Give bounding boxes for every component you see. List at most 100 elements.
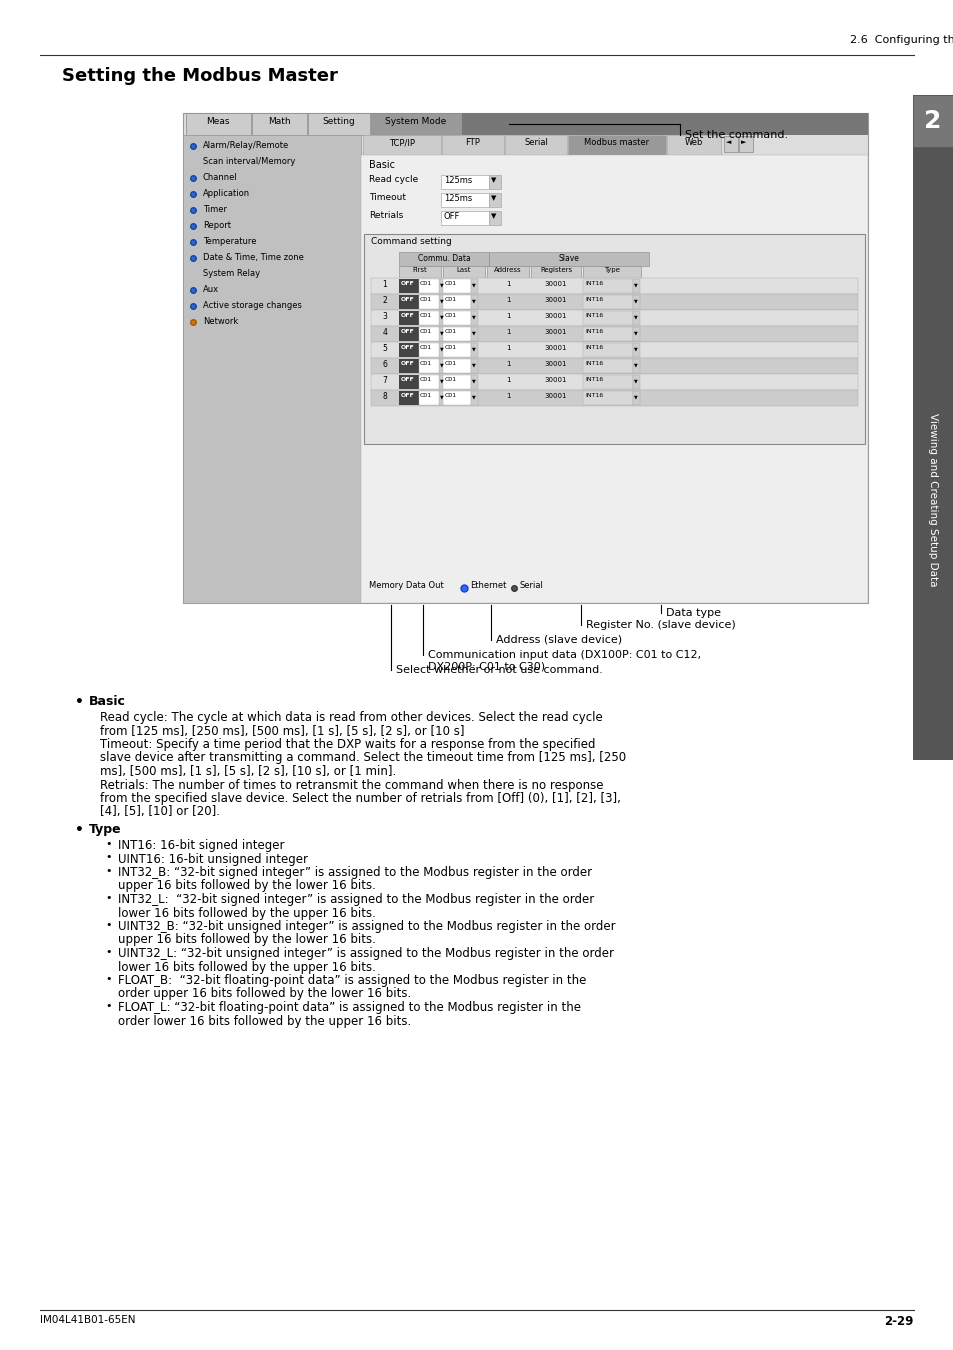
Text: Timer: Timer (203, 205, 227, 215)
Text: 4: 4 (382, 328, 387, 338)
Bar (438, 327, 446, 342)
Text: ▼: ▼ (439, 329, 443, 335)
Bar (471, 375, 477, 389)
Text: FTP: FTP (465, 138, 480, 147)
Bar (371, 374, 857, 390)
Text: INT16: INT16 (584, 346, 602, 350)
Text: Read cycle: Read cycle (369, 176, 417, 184)
Bar (398, 327, 418, 342)
Text: Select whether or not use command.: Select whether or not use command. (395, 666, 602, 675)
Text: •: • (105, 838, 112, 849)
Text: ▼: ▼ (491, 177, 496, 184)
Text: Timeout: Specify a time period that the DXP waits for a response from the specif: Timeout: Specify a time period that the … (100, 738, 595, 751)
Bar (912, 95, 953, 147)
Text: ▼: ▼ (472, 362, 476, 367)
Text: INT16: INT16 (584, 393, 602, 398)
Text: from the specified slave device. Select the number of retrials from [Off] (0), [: from the specified slave device. Select … (100, 792, 620, 805)
Bar (418, 359, 440, 373)
Bar (582, 359, 633, 373)
Bar (666, 135, 720, 155)
Text: Retrials: The number of times to retransmit the command when there is no respons: Retrials: The number of times to retrans… (100, 779, 603, 791)
Text: INT32_B: “32-bit signed integer” is assigned to the Modbus register in the order: INT32_B: “32-bit signed integer” is assi… (118, 865, 592, 879)
Text: •: • (105, 946, 112, 957)
Bar (398, 266, 440, 278)
Text: 30001: 30001 (544, 329, 567, 335)
Bar (442, 392, 471, 405)
Bar (440, 193, 489, 207)
Text: ▼: ▼ (472, 378, 476, 383)
Text: 6: 6 (382, 360, 387, 369)
Text: ▼: ▼ (634, 315, 638, 319)
Text: OFF: OFF (400, 281, 415, 286)
Text: INT16: INT16 (584, 313, 602, 319)
Bar (442, 279, 471, 293)
Text: 30001: 30001 (544, 313, 567, 319)
Text: Commu. Data: Commu. Data (417, 254, 470, 263)
Text: ▼: ▼ (439, 282, 443, 288)
Bar (912, 95, 953, 760)
Bar (633, 310, 639, 325)
Text: C01: C01 (419, 329, 432, 333)
Text: 125ms: 125ms (443, 176, 472, 185)
Bar (363, 135, 440, 155)
Text: Registers: Registers (539, 267, 572, 273)
Bar (418, 296, 440, 309)
Text: Report: Report (203, 221, 231, 230)
Text: C01: C01 (444, 313, 456, 319)
Bar (252, 113, 307, 135)
Text: •: • (105, 919, 112, 930)
Text: 1: 1 (505, 377, 510, 383)
Bar (442, 343, 471, 356)
Text: Ethernet: Ethernet (470, 580, 506, 590)
Text: ▼: ▼ (634, 346, 638, 351)
Text: 30001: 30001 (544, 393, 567, 400)
Bar (489, 193, 500, 207)
Text: ◄: ◄ (725, 139, 731, 144)
Text: 30001: 30001 (544, 281, 567, 288)
Text: OFF: OFF (400, 346, 415, 350)
Bar (442, 327, 471, 342)
Text: ▼: ▼ (634, 362, 638, 367)
Text: 30001: 30001 (544, 297, 567, 302)
Text: C01: C01 (444, 360, 456, 366)
Text: Serial: Serial (519, 580, 543, 590)
Bar (438, 279, 446, 293)
Text: INT16: INT16 (584, 360, 602, 366)
Text: UINT32_L: “32-bit unsigned integer” is assigned to the Modbus register in the or: UINT32_L: “32-bit unsigned integer” is a… (118, 946, 614, 960)
Bar (633, 279, 639, 293)
Bar (438, 392, 446, 405)
Bar (418, 310, 440, 325)
Text: Web: Web (684, 138, 702, 147)
Text: ▼: ▼ (634, 378, 638, 383)
Text: upper 16 bits followed by the lower 16 bits.: upper 16 bits followed by the lower 16 b… (118, 879, 375, 892)
Text: Viewing and Creating Setup Data: Viewing and Creating Setup Data (927, 413, 937, 587)
Bar (371, 113, 460, 135)
Text: ▼: ▼ (472, 282, 476, 288)
Text: C01: C01 (444, 346, 456, 350)
Bar (418, 343, 440, 356)
Bar (471, 392, 477, 405)
Bar (471, 343, 477, 356)
Bar (633, 375, 639, 389)
Bar (633, 359, 639, 373)
Text: C01: C01 (419, 360, 432, 366)
Bar (398, 359, 418, 373)
Bar (582, 296, 633, 309)
Text: ▼: ▼ (634, 394, 638, 400)
Bar (633, 343, 639, 356)
Text: Setting the Modbus Master: Setting the Modbus Master (62, 68, 337, 85)
Text: ▼: ▼ (439, 315, 443, 319)
Text: INT16: INT16 (584, 281, 602, 286)
Text: Basic: Basic (89, 695, 126, 707)
Text: ▼: ▼ (634, 282, 638, 288)
Bar (398, 296, 418, 309)
Text: C01: C01 (419, 297, 432, 302)
Text: OFF: OFF (400, 360, 415, 366)
Text: Temperature: Temperature (203, 238, 256, 246)
Text: Memory Data Out: Memory Data Out (369, 580, 443, 590)
Text: Retrials: Retrials (369, 211, 403, 220)
Bar (471, 279, 477, 293)
Text: C01: C01 (419, 393, 432, 398)
Bar (183, 113, 867, 603)
Bar (471, 310, 477, 325)
